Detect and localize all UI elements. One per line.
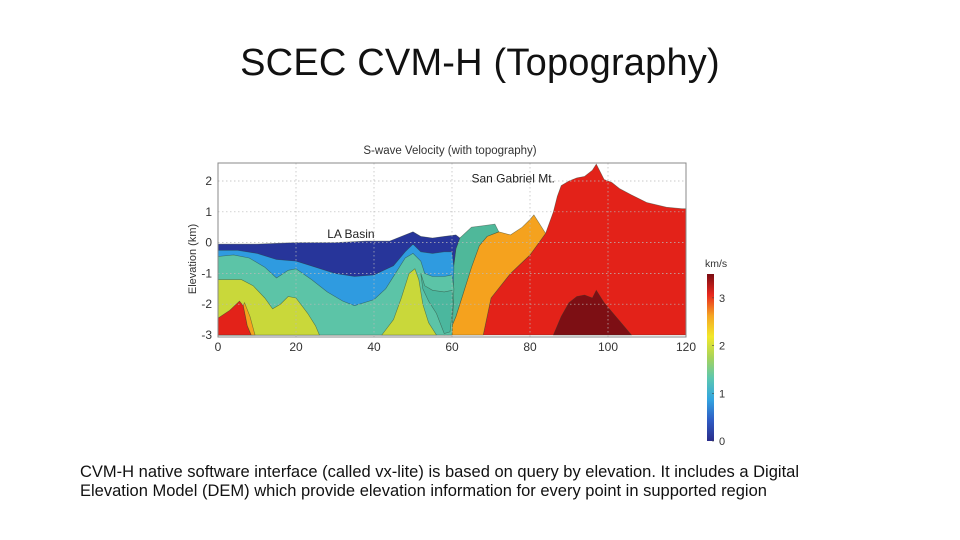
grid-lines xyxy=(218,163,686,337)
y-axis-label: Elevation (km) xyxy=(187,224,199,294)
chart-title: S-wave Velocity (with topography) xyxy=(363,145,536,157)
colorbar-tick-label: 0 xyxy=(719,436,725,448)
y-tick-label: -3 xyxy=(201,328,212,342)
y-tick-label: 0 xyxy=(205,236,212,250)
slide-title: SCEC CVM-H (Topography) xyxy=(240,42,720,84)
caption: CVM-H native software interface (called … xyxy=(80,463,900,501)
x-tick-label: 40 xyxy=(367,340,381,354)
x-tick-label: 120 xyxy=(676,340,696,354)
velocity-layer xyxy=(381,268,437,336)
colorbar: km/s 0 1 2 3 xyxy=(705,258,727,448)
colorbar-label: km/s xyxy=(705,258,727,270)
caption-line-1: CVM-H native software interface (called … xyxy=(80,463,799,481)
x-tick-label: 60 xyxy=(445,340,459,354)
y-tick-label: -2 xyxy=(201,297,212,311)
colorbar-tick-label: 1 xyxy=(719,388,725,400)
velocity-layer xyxy=(242,301,256,336)
velocity-layer xyxy=(420,273,454,334)
y-tick-label: 1 xyxy=(205,205,212,219)
chart-annotation: LA Basin xyxy=(327,227,374,241)
x-tick-label: 100 xyxy=(598,340,618,354)
colorbar-gradient xyxy=(707,274,714,441)
y-tick-label: -1 xyxy=(201,266,212,280)
y-axis: 2 1 0 -1 -2 -3 xyxy=(201,174,212,342)
velocity-chart: S-wave Velocity (with topography) 0 20 40 6… xyxy=(187,145,727,448)
annotations: LA Basin San Gabriel Mt. xyxy=(327,172,555,241)
velocity-figure: S-wave Velocity (with topography) 0 20 40 6… xyxy=(180,135,770,455)
velocity-layer xyxy=(552,289,633,336)
colorbar-tick-label: 3 xyxy=(719,293,725,305)
x-axis: 0 20 40 60 80 100 120 xyxy=(215,340,697,354)
axes-frame xyxy=(217,162,687,338)
caption-line-2: Elevation Model (DEM) which provide elev… xyxy=(80,482,767,500)
x-tick-label: 20 xyxy=(289,340,303,354)
chart-annotation: San Gabriel Mt. xyxy=(472,172,555,186)
x-tick-label: 0 xyxy=(215,340,222,354)
plot-area xyxy=(218,163,686,336)
y-tick-label: 2 xyxy=(205,174,212,188)
colorbar-tick-label: 2 xyxy=(719,341,725,353)
x-tick-label: 80 xyxy=(523,340,537,354)
